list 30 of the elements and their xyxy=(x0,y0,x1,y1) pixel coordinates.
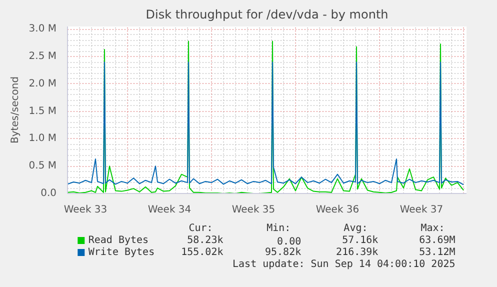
y-tick-label: 1.0 M xyxy=(28,133,57,144)
x-tick-label: Week 35 xyxy=(232,204,276,216)
text: 53.12M xyxy=(419,247,456,258)
text: Min: xyxy=(266,223,291,234)
y-tick-label: 2.0 M xyxy=(28,78,57,90)
text: Avg: xyxy=(344,223,368,234)
y-tick-label: 0.0 xyxy=(40,188,57,199)
text: 95.82k xyxy=(264,247,302,258)
text: 58.23k xyxy=(187,235,224,246)
y-tick-label: 3.0 M xyxy=(28,24,57,35)
x-tick-label: Week 37 xyxy=(400,204,444,216)
text: 155.02k xyxy=(181,247,224,258)
y-tick-label: 2.5 M xyxy=(28,51,57,62)
y-axis-title: Bytes/second xyxy=(10,76,21,144)
text: 57.16k xyxy=(342,235,378,246)
text: 63.69M xyxy=(419,235,456,246)
text: Max: xyxy=(420,223,445,234)
x-tick-label: Week 36 xyxy=(316,204,360,216)
x-tick-label: Week 33 xyxy=(64,204,108,216)
text: Last update: Sun Sep 14 04:00:10 2025 xyxy=(232,259,456,270)
line-series xyxy=(68,62,464,186)
x-tick-label: Week 34 xyxy=(148,204,192,216)
y-tick-label: 0.5 M xyxy=(28,160,57,172)
chart-title: Disk throughput for /dev/vda - by month xyxy=(146,8,388,22)
legend-label: Read Bytes xyxy=(88,235,149,246)
text: Cur: xyxy=(188,223,213,234)
text: 216.39k xyxy=(336,247,378,258)
legend-label: Write Bytes xyxy=(88,247,155,258)
text: 0.00 xyxy=(277,236,302,248)
y-tick-label: 1.5 M xyxy=(28,106,57,117)
